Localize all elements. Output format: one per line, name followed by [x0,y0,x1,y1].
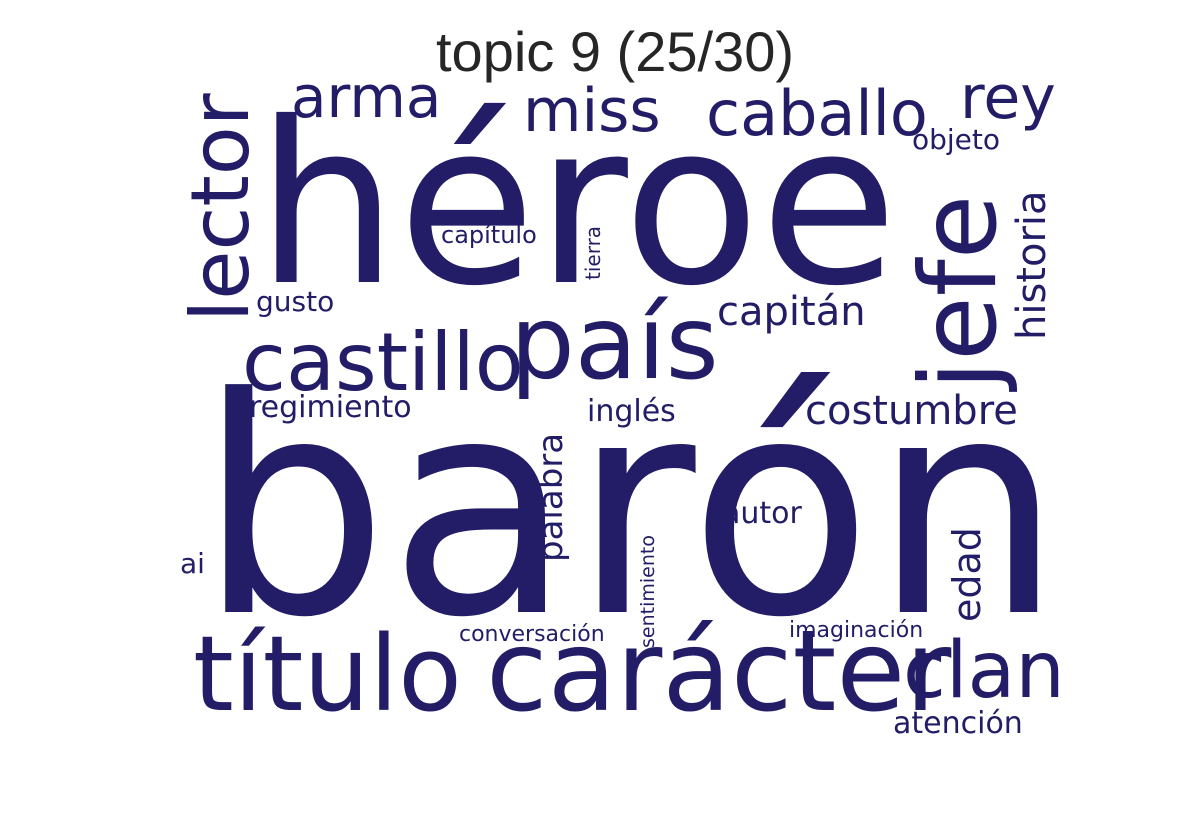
word-capitulo: capítulo [441,221,537,249]
word-regimiento: regimiento [249,390,412,425]
word-caballo: caballo [706,77,928,150]
word-arma: arma [291,63,441,131]
word-ai: ai [180,547,205,580]
word-titulo: título [193,613,462,735]
word-clan: clan [903,626,1065,716]
word-historia: historia [1009,190,1055,340]
word-jefe: jefe [898,195,1020,392]
word-castillo: castillo [242,316,524,409]
word-costumbre: costumbre [805,388,1018,434]
word-gusto: gusto [256,285,334,318]
word-sentimiento: sentimiento [637,535,659,648]
word-heroe: héroe [256,74,898,335]
word-imaginacion: imaginación [789,618,923,643]
word-miss: miss [523,76,661,146]
figure-title: topic 9 (25/30) [436,20,794,83]
word-palabra: palabra [531,433,571,562]
word-caracter: carácter [486,607,952,737]
word-capitan: capitán [717,289,866,335]
word-tierra: tierra [581,226,605,280]
word-edad: edad [945,527,989,622]
word-lector: lector [174,93,267,322]
word-autor: autor [722,496,803,531]
word-rey: rey [960,63,1056,133]
word-conversacion: conversación [459,622,605,647]
word-pais: país [510,284,719,403]
word-atencion: atención [893,706,1023,741]
word-ingles: inglés [587,394,676,429]
word-objeto: objeto [912,123,1000,156]
word-baron: barón [198,334,1063,683]
